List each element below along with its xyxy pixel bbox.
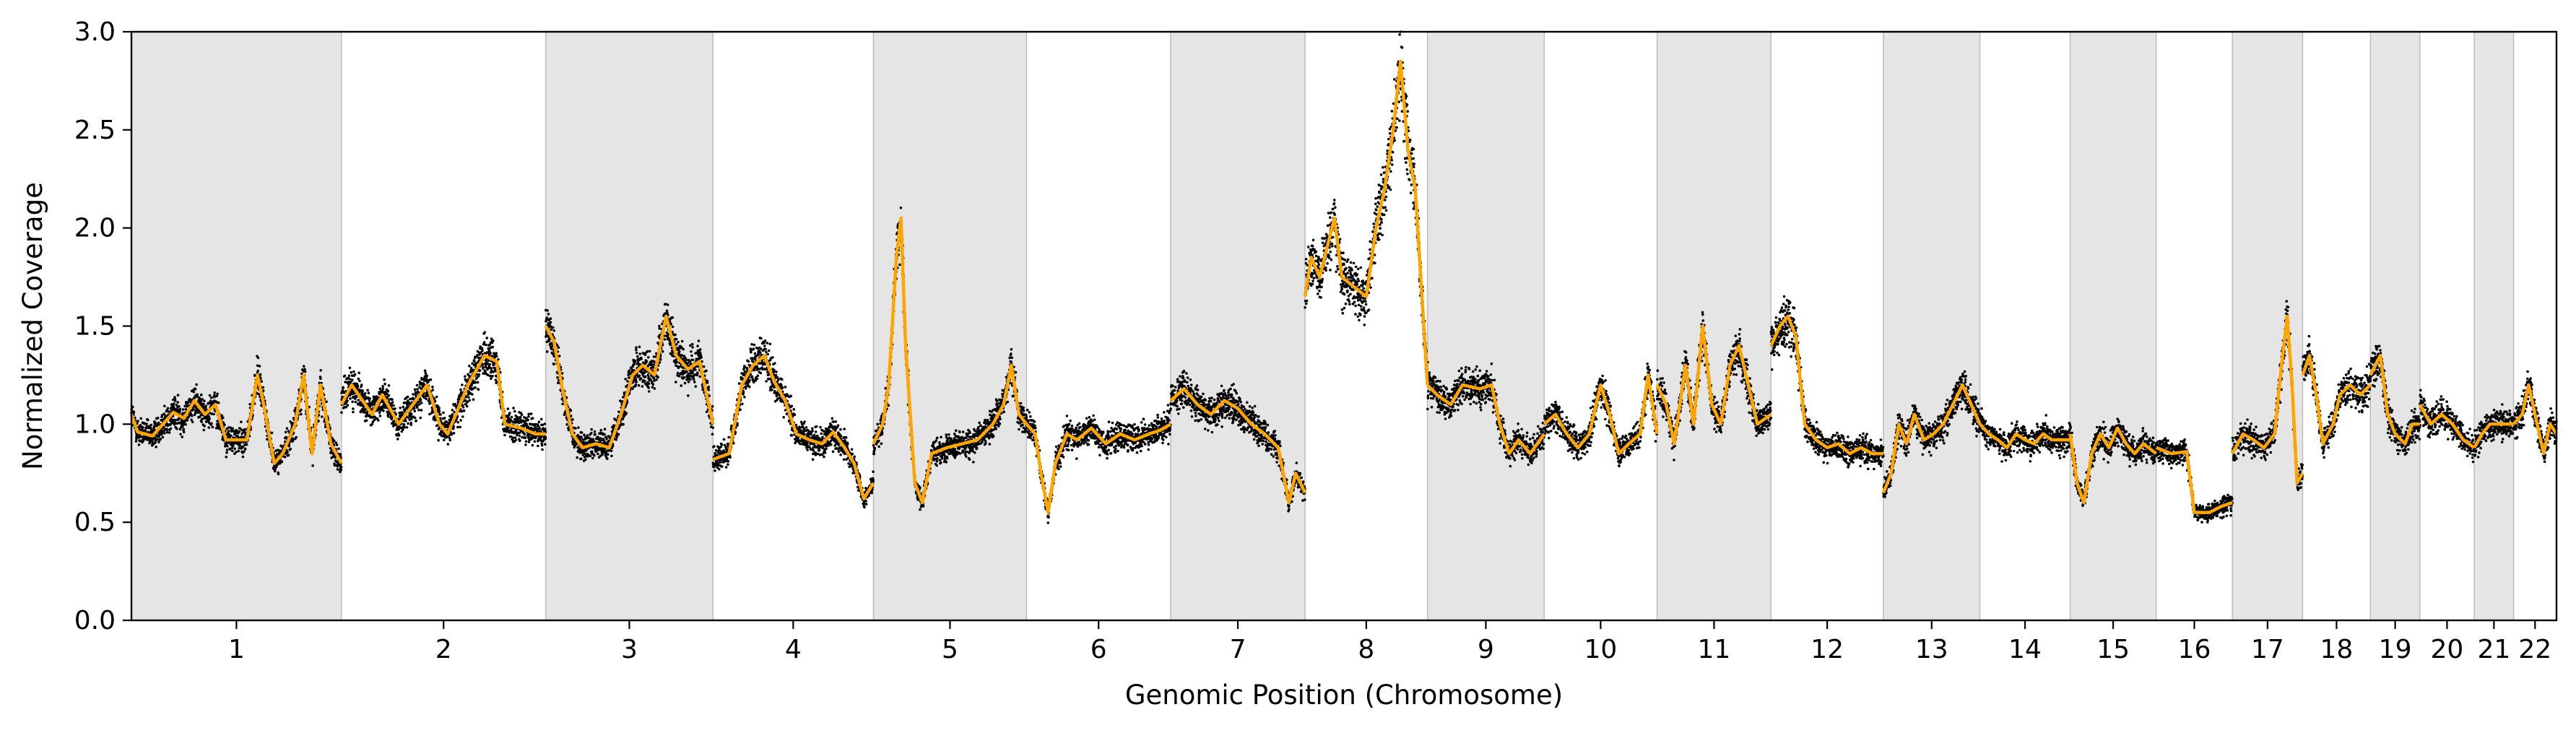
segment-line-chr-1 bbox=[129, 373, 343, 465]
band-chr-17 bbox=[2232, 32, 2303, 620]
segment-line-chr-9 bbox=[1426, 383, 1546, 456]
x-axis-title: Genomic Position (Chromosome) bbox=[1125, 680, 1563, 711]
coverage-points-chr-2 bbox=[340, 331, 547, 451]
coverage-points-chr-20 bbox=[2419, 389, 2476, 464]
y-tick-label-3.0: 3.0 bbox=[74, 17, 116, 47]
band-chr-7 bbox=[1170, 32, 1306, 620]
segment-line-chr-22 bbox=[2512, 383, 2558, 456]
band-chr-21 bbox=[2474, 32, 2514, 620]
x-tick-label-chr-13: 13 bbox=[1915, 635, 1948, 664]
segment-line-chr-20 bbox=[2418, 404, 2476, 449]
x-tick-label-chr-18: 18 bbox=[2320, 635, 2354, 664]
segment-line-chr-12 bbox=[1769, 314, 1883, 456]
segment-line-chr-14 bbox=[1978, 422, 2070, 450]
segment-line-chr-6 bbox=[1025, 422, 1172, 514]
segment-line-chr-11 bbox=[1655, 324, 1772, 446]
segment-line-chr-17 bbox=[2231, 314, 2304, 485]
y-tick-label-1.0: 1.0 bbox=[74, 409, 116, 439]
segment-line-chr-16 bbox=[2155, 446, 2233, 514]
x-tick-label-chr-7: 7 bbox=[1230, 635, 1246, 664]
y-tick-label-0.5: 0.5 bbox=[74, 508, 116, 537]
segment-line-chr-19 bbox=[2369, 354, 2420, 446]
y-tick-label-0.0: 0.0 bbox=[74, 606, 116, 636]
coverage-points-chr-18 bbox=[2301, 334, 2372, 459]
coverage-points-chr-12 bbox=[1769, 295, 1885, 471]
x-tick-label-chr-2: 2 bbox=[435, 635, 452, 664]
band-chr-13 bbox=[1883, 32, 1980, 620]
x-tick-label-chr-12: 12 bbox=[1810, 635, 1844, 664]
chromosome-bands bbox=[131, 32, 2515, 620]
y-tick-label-2.5: 2.5 bbox=[74, 116, 116, 145]
x-tick-label-chr-22: 22 bbox=[2518, 635, 2551, 664]
x-tick-label-chr-20: 20 bbox=[2431, 635, 2464, 664]
segment-line-chr-13 bbox=[1881, 383, 1982, 494]
x-tick-label-chr-15: 15 bbox=[2096, 635, 2130, 664]
plot-frame bbox=[130, 30, 2558, 622]
x-tick-label-chr-9: 9 bbox=[1478, 635, 1494, 664]
segment-line-chr-7 bbox=[1169, 387, 1307, 505]
y-axis-title: Normalized Coverage bbox=[17, 182, 48, 470]
coverage-points-chr-10 bbox=[1543, 363, 1659, 468]
band-chr-5 bbox=[873, 32, 1027, 620]
x-tick-label-chr-21: 21 bbox=[2477, 635, 2510, 664]
segment-line-chr-4 bbox=[712, 354, 875, 500]
segment-line-chr-2 bbox=[339, 354, 546, 436]
segment-line-chr-10 bbox=[1543, 373, 1659, 456]
x-tick-label-chr-5: 5 bbox=[942, 635, 958, 664]
x-tick-label-chr-16: 16 bbox=[2178, 635, 2211, 664]
segment-lines bbox=[129, 59, 2558, 514]
segment-line-chr-18 bbox=[2301, 354, 2372, 446]
band-chr-19 bbox=[2370, 32, 2420, 620]
segment-line-chr-3 bbox=[544, 314, 715, 450]
x-tick-label-chr-17: 17 bbox=[2251, 635, 2284, 664]
x-tick-label-chr-14: 14 bbox=[2008, 635, 2042, 664]
band-chr-1 bbox=[131, 32, 342, 620]
y-tick-label-2.0: 2.0 bbox=[74, 214, 116, 243]
x-tick-label-chr-19: 19 bbox=[2379, 635, 2412, 664]
x-tick-label-chr-10: 10 bbox=[1584, 635, 1617, 664]
band-chr-11 bbox=[1657, 32, 1771, 620]
x-tick-label-chr-4: 4 bbox=[785, 635, 802, 664]
x-tick-label-chr-6: 6 bbox=[1090, 635, 1107, 664]
x-axis: 1 2 3 4 5 6 7 8 9 10 11 12 13 14 15 16 17 18 19 20 21 22 bbox=[228, 620, 2551, 664]
x-tick-label-chr-3: 3 bbox=[621, 635, 638, 664]
x-tick-label-chr-1: 1 bbox=[228, 635, 245, 664]
y-tick-label-1.5: 1.5 bbox=[74, 312, 116, 342]
segment-line-chr-8 bbox=[1303, 59, 1429, 386]
band-chr-15 bbox=[2070, 32, 2156, 620]
x-tick-label-chr-11: 11 bbox=[1698, 635, 1731, 664]
segment-line-chr-21 bbox=[2473, 422, 2514, 449]
x-tick-label-chr-8: 8 bbox=[1358, 635, 1374, 664]
band-chr-9 bbox=[1427, 32, 1545, 620]
segment-line-chr-5 bbox=[872, 216, 1028, 505]
coverage-points-chr-8 bbox=[1304, 30, 1429, 381]
band-chr-3 bbox=[545, 32, 714, 620]
segment-line-chr-15 bbox=[2068, 426, 2158, 505]
y-axis: 0.0 0.5 1.0 1.5 2.0 2.5 3.0 bbox=[74, 17, 131, 636]
